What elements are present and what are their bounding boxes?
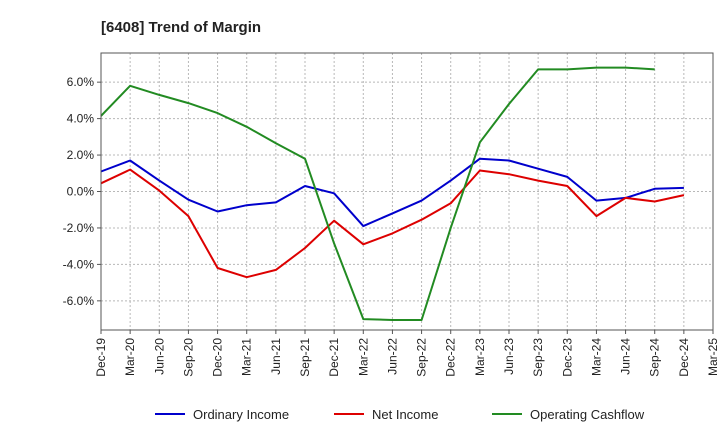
ordinary-income-line: [100, 157, 684, 228]
y-tick-label: 4.0%: [67, 112, 95, 126]
y-tick-label: 2.0%: [67, 148, 95, 162]
x-tick-label: Dec-23: [560, 338, 574, 377]
x-tick-label: Dec-20: [211, 338, 225, 377]
legend: Ordinary Income Net Income Operating Cashf…: [155, 407, 645, 422]
x-tick-label: Dec-19: [94, 338, 108, 377]
x-tick-label: Mar-20: [123, 338, 137, 376]
legend-item-operating-cashflow: Operating Cashflow: [492, 407, 645, 422]
x-tick-label: Jun-22: [385, 338, 399, 375]
net-income-line: [100, 168, 685, 279]
grid-lines: [100, 53, 714, 330]
legend-item-net-income: Net Income: [334, 407, 438, 422]
x-tick-label: Mar-24: [589, 338, 603, 376]
x-tick-label: Jun-21: [269, 338, 283, 375]
legend-label: Net Income: [372, 407, 438, 422]
x-tick-label: Sep-21: [298, 338, 312, 377]
x-tick-label: Mar-21: [240, 338, 254, 376]
x-tick-label: Sep-22: [415, 338, 429, 377]
legend-label: Operating Cashflow: [530, 407, 645, 422]
chart-title: [6408] Trend of Margin: [101, 19, 261, 36]
y-axis-ticks: -6.0% -4.0% -2.0% 0.0% 2.0% 4.0% 6.0%: [63, 75, 101, 308]
y-tick-label: 0.0%: [67, 185, 95, 199]
x-tick-label: Mar-23: [473, 338, 487, 376]
y-tick-label: -6.0%: [63, 294, 95, 308]
x-tick-label: Dec-24: [677, 338, 691, 377]
y-tick-label: -2.0%: [63, 221, 95, 235]
x-tick-label: Jun-24: [619, 338, 633, 375]
x-tick-label: Sep-24: [648, 338, 662, 377]
legend-item-ordinary-income: Ordinary Income: [155, 407, 289, 422]
series-lines: [100, 66, 685, 321]
x-tick-label: Mar-25: [706, 338, 720, 376]
y-tick-label: -4.0%: [63, 257, 95, 271]
x-tick-label: Jun-23: [502, 338, 516, 375]
x-axis-ticks: Dec-19 Mar-20 Jun-20 Sep-20 Dec-20 Mar-21 Jun-…: [94, 330, 720, 377]
x-tick-label: Mar-22: [356, 338, 370, 376]
x-tick-label: Sep-23: [531, 338, 545, 377]
x-tick-label: Dec-22: [444, 338, 458, 377]
x-tick-label: Jun-20: [152, 338, 166, 375]
y-tick-label: 6.0%: [67, 75, 95, 89]
legend-label: Ordinary Income: [193, 407, 289, 422]
operating-cashflow-line: [100, 66, 655, 321]
x-tick-label: Sep-20: [181, 338, 195, 377]
x-tick-label: Dec-21: [327, 338, 341, 377]
